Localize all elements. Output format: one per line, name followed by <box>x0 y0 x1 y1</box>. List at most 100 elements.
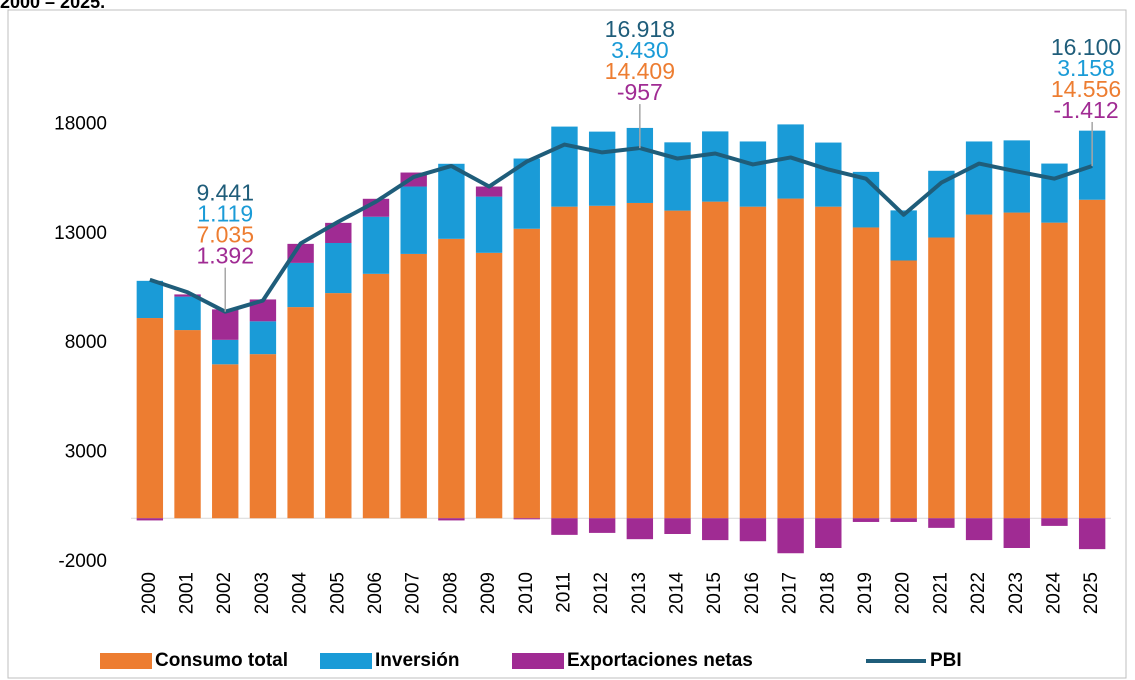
bar-segment <box>136 518 164 521</box>
bar-segment <box>362 273 390 519</box>
bar-segment <box>664 142 691 211</box>
x-tick-label: 2014 <box>667 572 688 615</box>
bar-segment <box>1003 140 1030 213</box>
bar-segment <box>513 158 540 229</box>
bar-segment <box>212 309 239 340</box>
value-label: -1.412 <box>1053 97 1118 123</box>
bar-segment <box>928 518 955 528</box>
bar-segment <box>664 210 691 519</box>
bar-segment <box>965 141 993 215</box>
value-label: 1.119 <box>197 201 253 227</box>
bar-segment <box>287 307 314 519</box>
bar-segment <box>1078 518 1106 550</box>
bar-segment <box>174 296 201 331</box>
x-tick-label: 2000 <box>139 572 160 614</box>
value-label: 9.441 <box>196 180 254 206</box>
legend-label: Consumo total <box>155 650 288 671</box>
bar-segment <box>325 242 352 294</box>
bar-segment <box>852 518 880 522</box>
bar-segment <box>1041 518 1068 526</box>
bar-segment <box>325 222 352 243</box>
bar-segment <box>965 214 993 519</box>
bar-segment <box>588 518 616 533</box>
bar-segment <box>551 126 578 207</box>
bar-segment <box>777 198 804 519</box>
legend-marker <box>512 653 564 669</box>
bar-segment <box>965 518 993 541</box>
x-tick-label: 2021 <box>930 572 951 614</box>
value-label: 16.918 <box>605 16 675 42</box>
x-tick-label: 2005 <box>327 572 348 614</box>
x-tick-label: 2004 <box>290 572 311 615</box>
x-tick-label: 2017 <box>780 572 801 614</box>
bar-segment <box>1041 222 1068 519</box>
x-tick-label: 2016 <box>742 572 763 614</box>
bar-segment <box>852 227 880 519</box>
bar-segment <box>400 253 427 519</box>
legend-marker <box>100 653 152 669</box>
bar-segment <box>174 294 201 297</box>
value-label: -957 <box>617 79 663 105</box>
bar-segment <box>438 238 465 519</box>
bar-segment <box>362 216 390 274</box>
bar-segment <box>739 141 767 207</box>
bar-segment <box>777 518 804 554</box>
legend-marker <box>320 653 372 669</box>
bar-segment <box>212 339 239 365</box>
bar-segment <box>702 131 729 202</box>
bar-segment <box>890 260 917 519</box>
y-tick-label: 18000 <box>54 113 107 134</box>
y-tick-label: -2000 <box>58 551 107 572</box>
bar-segment <box>1003 212 1030 519</box>
x-tick-label: 2018 <box>817 572 838 614</box>
bar-segment <box>174 330 201 519</box>
bar-segment <box>588 131 616 206</box>
x-tick-label: 2013 <box>629 572 650 614</box>
bar-segment <box>513 228 540 519</box>
bar-segment <box>249 321 277 355</box>
x-tick-label: 2003 <box>252 572 273 614</box>
x-tick-label: 2010 <box>516 572 537 614</box>
bar-segment <box>325 293 352 519</box>
bar-segment <box>400 186 427 254</box>
bar-segment <box>475 186 503 197</box>
value-label: 3.158 <box>1057 55 1115 81</box>
bar-segment <box>249 299 277 322</box>
bar-segment <box>513 518 540 520</box>
bar-segment <box>626 518 654 540</box>
bar-segment <box>287 243 314 263</box>
x-tick-label: 2008 <box>440 572 461 614</box>
bar-segment <box>1078 199 1106 519</box>
x-tick-label: 2002 <box>214 572 235 614</box>
value-label: 3.430 <box>611 37 669 63</box>
legend-label: PBI <box>930 650 962 671</box>
value-label: 16.100 <box>1051 34 1121 60</box>
bar-segment <box>664 518 691 534</box>
bar-segment <box>212 364 239 519</box>
x-tick-label: 2023 <box>1006 572 1027 614</box>
legend-label: Inversión <box>375 650 459 671</box>
value-label: 1.392 <box>196 243 254 269</box>
y-tick-label: 13000 <box>54 223 107 244</box>
x-tick-label: 2015 <box>704 572 725 614</box>
bar-segment <box>702 201 729 519</box>
bar-segment <box>551 206 578 519</box>
bar-segment <box>815 518 842 548</box>
bar-segment <box>287 262 314 308</box>
bar-segment <box>1041 163 1068 223</box>
chart-frame <box>7 9 1127 679</box>
bar-segment <box>136 318 164 519</box>
x-tick-label: 2022 <box>968 572 989 614</box>
x-tick-label: 2007 <box>403 572 424 614</box>
bar-segment <box>1003 518 1030 548</box>
legend-label: Exportaciones netas <box>567 650 753 671</box>
x-tick-label: 2019 <box>855 572 876 614</box>
bar-segment <box>890 518 917 522</box>
bar-segment <box>551 518 578 535</box>
bar-segment <box>438 163 465 239</box>
x-tick-label: 2009 <box>478 572 499 614</box>
value-label: 7.035 <box>196 222 254 248</box>
bar-segment <box>815 206 842 519</box>
bar-segment <box>702 518 729 541</box>
